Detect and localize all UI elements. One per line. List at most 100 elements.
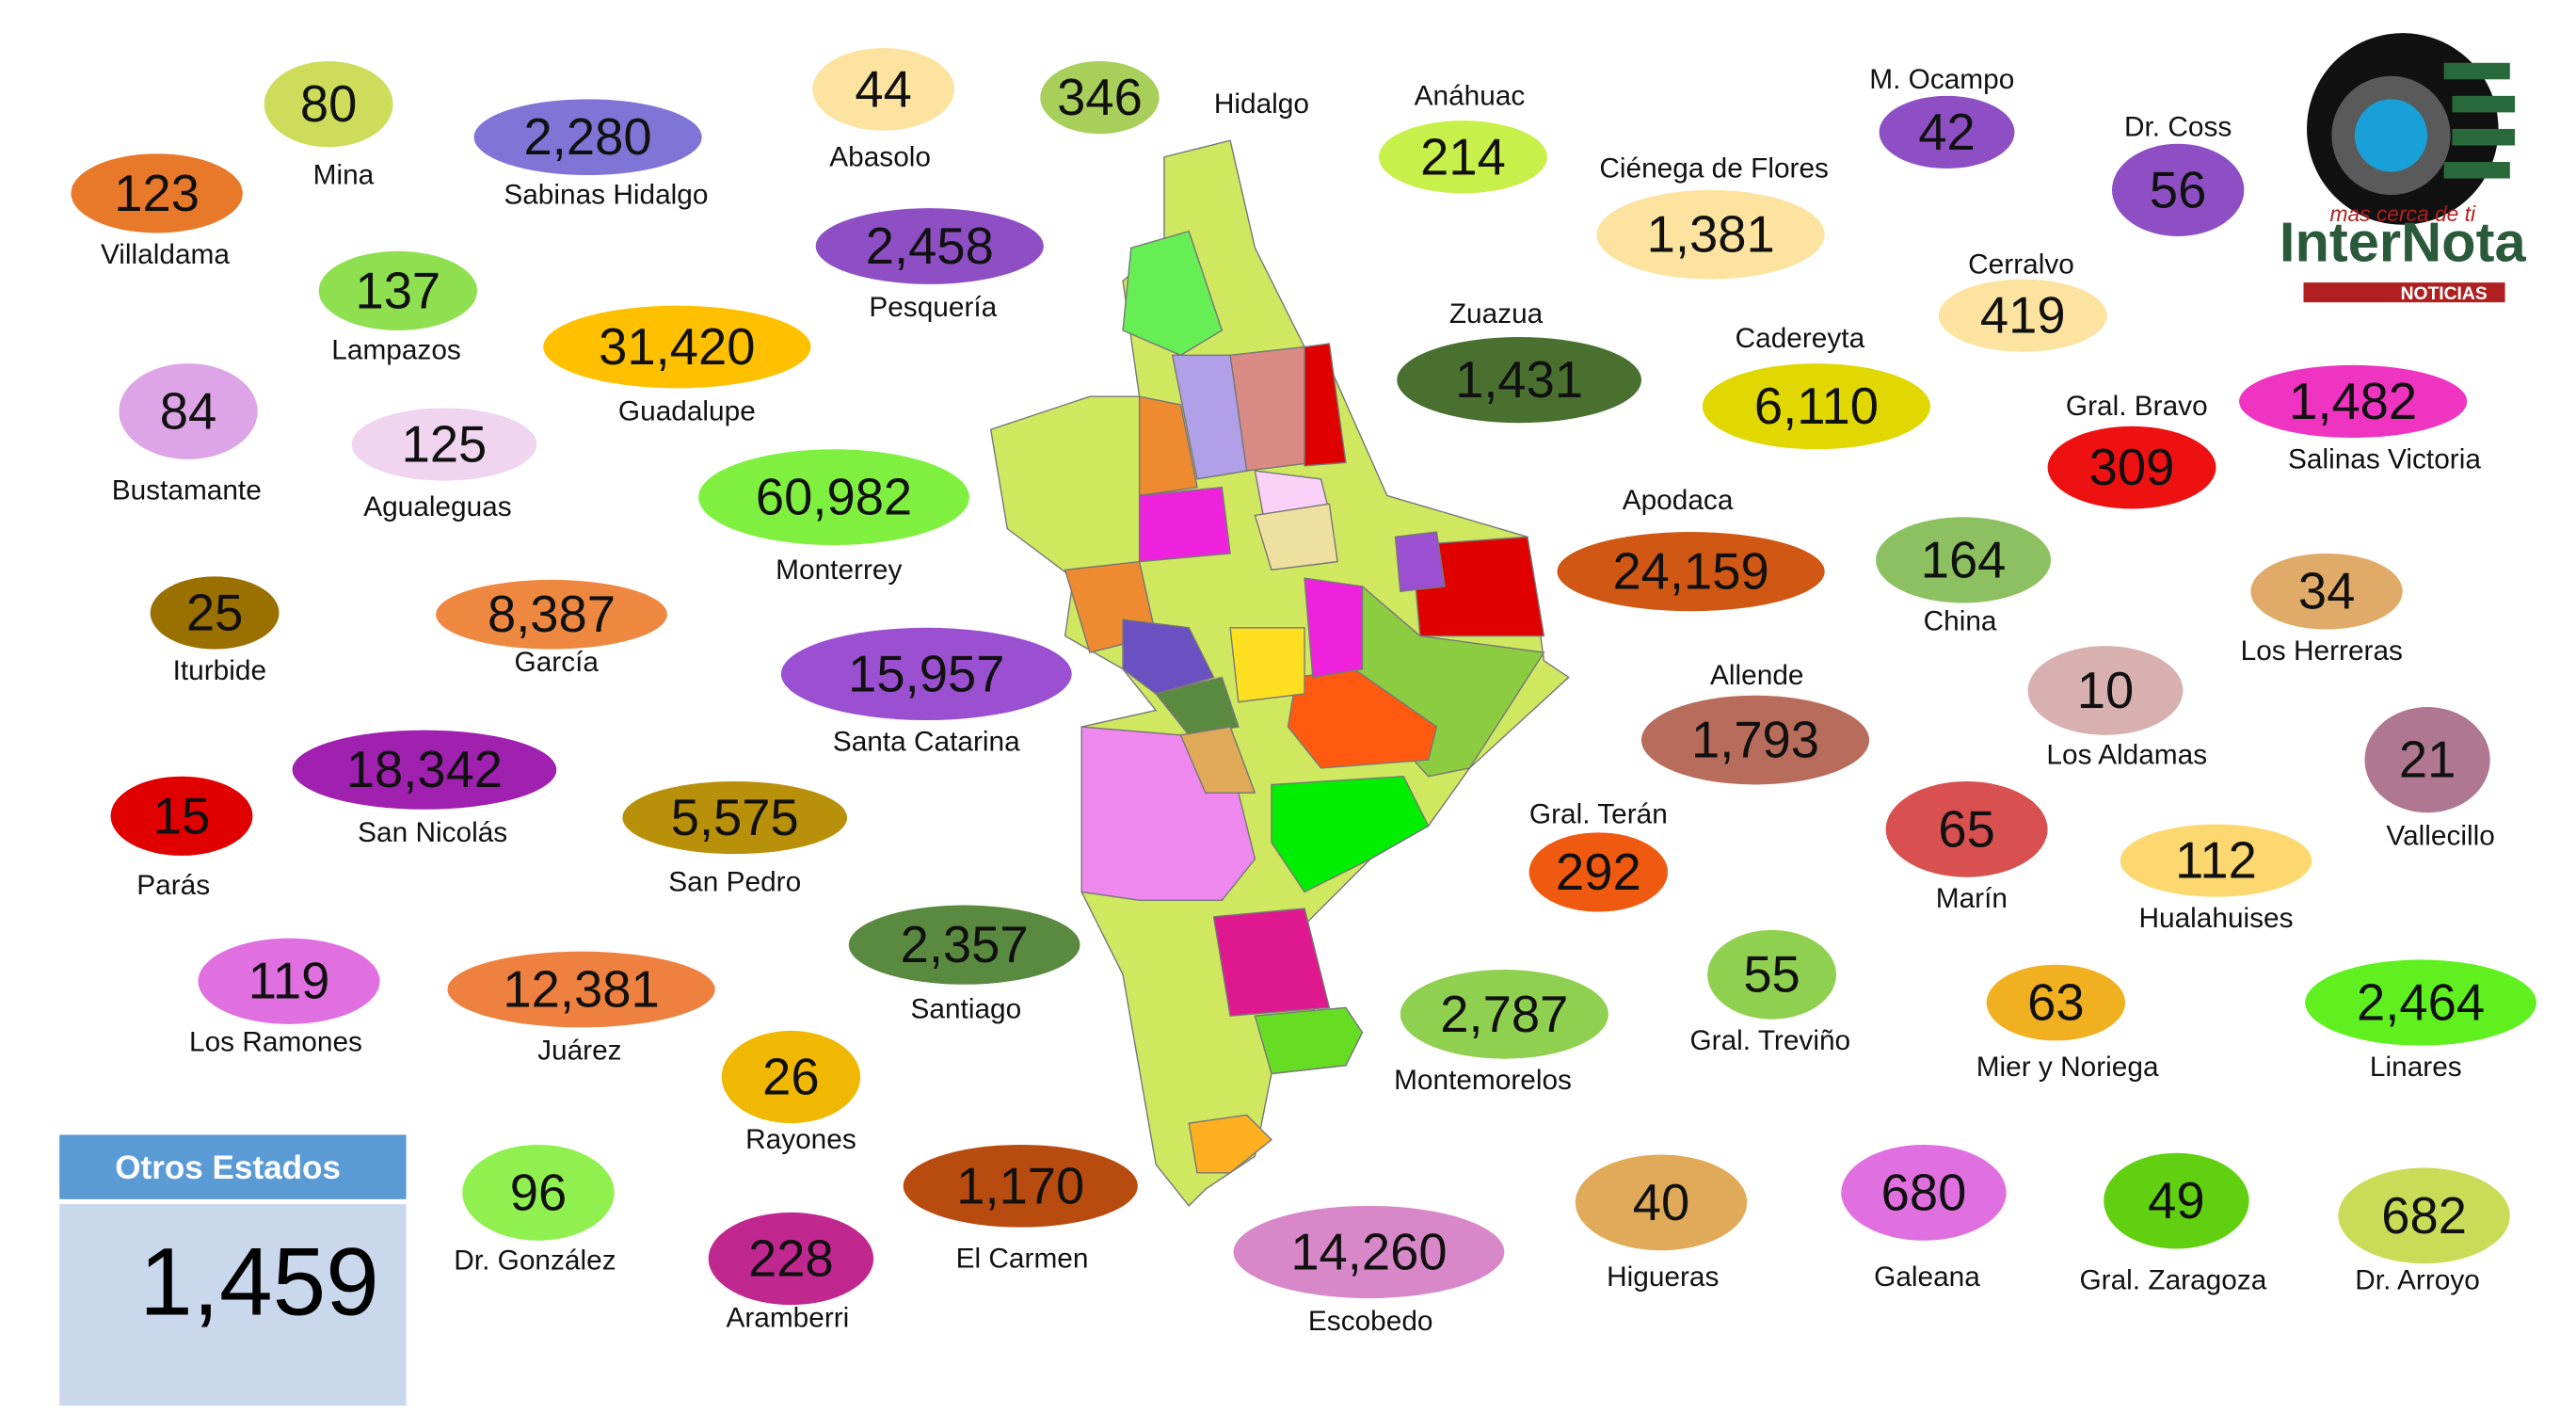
municipality-name: M. Ocampo: [1869, 64, 2014, 95]
municipality-name: Marín: [1936, 883, 2008, 914]
count-bubble: [812, 47, 955, 131]
count-value: 60,982: [756, 469, 912, 526]
count-value: 228: [748, 1229, 834, 1287]
municipality-name: Linares: [2370, 1052, 2462, 1083]
municipality-bubbles: 80 Mina 123 Villaldama 2,280 Sabinas Hidalgo 4…: [71, 47, 2536, 1337]
count-bubble: [119, 363, 258, 459]
count-value: 680: [1881, 1164, 1967, 1221]
count-value: 84: [160, 382, 216, 440]
municipality-name: Gral. Treviño: [1689, 1025, 1850, 1056]
municipality-name: Monterrey: [776, 554, 902, 586]
municipality-name: Aramberri: [726, 1303, 849, 1334]
municipality-name: Ciénega de Flores: [1599, 153, 1829, 185]
logo-lens-center: [2354, 99, 2428, 172]
count-value: 292: [1556, 844, 1641, 901]
count-value: 31,420: [599, 318, 755, 376]
count-value: 2,464: [2357, 974, 2485, 1032]
count-value: 214: [1420, 128, 1506, 185]
count-value: 34: [2298, 563, 2355, 620]
count-value: 8,387: [488, 586, 616, 643]
count-bubble: [292, 730, 557, 810]
municipality-name: Higueras: [1607, 1261, 1719, 1293]
count-value: 42: [1918, 104, 1975, 161]
count-value: 49: [2148, 1172, 2204, 1229]
municipality-name: Cerralvo: [1968, 249, 2074, 280]
count-bubble: [2364, 707, 2490, 813]
count-bubble: [1702, 363, 1930, 450]
municipality-name: Hidalgo: [1214, 88, 1309, 120]
count-value: 137: [355, 262, 440, 319]
logo-sub: NOTICIAS: [2401, 284, 2488, 304]
count-bubble: [698, 449, 969, 546]
municipality-name: Santiago: [911, 994, 1022, 1025]
count-bubble: [780, 627, 1072, 721]
count-bubble: [1400, 969, 1608, 1059]
count-value: 1,431: [1455, 351, 1583, 409]
count-bubble: [1885, 780, 2048, 877]
other-states-label: Otros Estados: [115, 1149, 341, 1186]
municipality-name: Bustamante: [112, 475, 262, 506]
municipality-name: Mier y Noriega: [1976, 1052, 2159, 1083]
count-value: 55: [1743, 946, 1800, 1004]
count-bubble: [1557, 532, 1825, 612]
other-states-header: [59, 1134, 407, 1199]
municipality-name: San Pedro: [668, 866, 801, 897]
municipality-name: Escobedo: [1308, 1306, 1433, 1337]
count-bubble: [2250, 553, 2403, 630]
count-value: 21: [2399, 731, 2456, 789]
count-bubble: [2338, 1167, 2510, 1264]
count-bubble: [2104, 1152, 2249, 1249]
count-bubble: [1707, 929, 1836, 1020]
count-bubble: [815, 208, 1044, 284]
other-states-body: [59, 1204, 407, 1406]
count-bubble: [264, 60, 393, 148]
municipality-name: Hualahuises: [2138, 903, 2293, 934]
count-bubble: [1876, 517, 2052, 603]
count-bubble: [318, 250, 478, 330]
logo-stripe: [2443, 62, 2510, 80]
count-bubble: [1528, 832, 1669, 912]
municipality-name: Villaldama: [101, 239, 230, 270]
state-map: [989, 139, 1570, 1207]
other-states-value: 1,459: [139, 1229, 379, 1336]
municipality-name: Cadereyta: [1736, 323, 1865, 354]
municipality-name: Vallecillo: [2386, 820, 2494, 851]
count-value: 44: [855, 60, 911, 118]
count-value: 419: [1980, 287, 2066, 345]
municipality-name: Gral. Bravo: [2066, 391, 2208, 422]
municipality-name: Gral. Zaragoza: [2079, 1264, 2266, 1295]
count-value: 5,575: [671, 789, 799, 846]
municipality-name: García: [515, 647, 600, 678]
logo-stripe: [2452, 95, 2516, 113]
municipality-name: Mina: [313, 160, 375, 191]
count-bubble: [1596, 189, 1825, 280]
municipality-name: Dr. Coss: [2124, 112, 2232, 143]
logo-sub-bar: [2303, 282, 2505, 303]
count-value: 682: [2381, 1187, 2467, 1245]
municipality-name: Rayones: [745, 1124, 856, 1155]
municipality-name: Galeana: [1874, 1261, 1980, 1293]
municipality-name: Los Aldamas: [2046, 739, 2207, 770]
count-bubble: [1841, 1144, 2007, 1241]
count-value: 65: [1938, 800, 1994, 858]
municipality-name: China: [1924, 605, 1997, 636]
count-value: 125: [402, 416, 488, 474]
count-bubble: [543, 305, 811, 389]
count-bubble: [1640, 695, 1870, 785]
logo: mas cerca de ti InterNota NOTICIAS: [2280, 33, 2527, 304]
municipality-name: Allende: [1710, 660, 1803, 691]
count-value: 26: [762, 1049, 819, 1106]
count-value: 14,260: [1290, 1223, 1447, 1280]
municipality-name: Juárez: [537, 1035, 621, 1066]
municipality-name: Guadalupe: [618, 395, 756, 426]
logo-name: InterNota: [2280, 210, 2527, 273]
municipality-name: Sabinas Hidalgo: [504, 180, 708, 211]
municipality-name: Pesquería: [869, 292, 997, 323]
municipality-name: Los Herreras: [2241, 635, 2403, 667]
count-bubble: [1233, 1205, 1505, 1299]
count-value: 56: [2150, 161, 2206, 218]
count-value: 18,342: [346, 741, 503, 798]
count-bubble: [1986, 964, 2126, 1041]
